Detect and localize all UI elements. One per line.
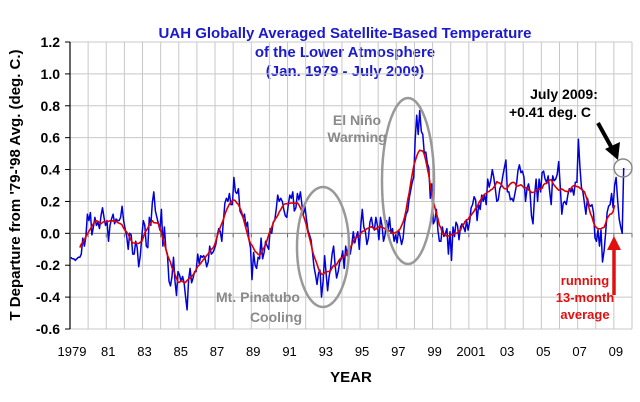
- x-tick-label: 95: [355, 344, 369, 359]
- x-tick-label: 89: [246, 344, 260, 359]
- el-nino-label-2: Warming: [327, 129, 386, 145]
- chart-title-line-3: (Jan. 1979 - July 2009): [266, 63, 424, 80]
- x-tick-label: 09: [609, 344, 623, 359]
- x-ticks: 1979 81 83 85 87 89 91 93 95 97 99 2001 03 05 07 09: [58, 344, 624, 359]
- black-arrow: [596, 122, 620, 160]
- monthly-anomaly-line: [70, 109, 625, 311]
- running-avg-label-1: running: [561, 273, 609, 288]
- x-tick-label: 85: [174, 344, 188, 359]
- july-2009-marker-circle: [613, 158, 633, 178]
- x-tick-label: 2001: [456, 344, 485, 359]
- chart-title-line-1: UAH Globally Averaged Satellite-Based Te…: [159, 25, 532, 42]
- y-tick-label: 0.8: [41, 98, 61, 114]
- x-tick-label: 07: [572, 344, 586, 359]
- red-arrow: [607, 236, 621, 295]
- y-tick-label: 1.0: [41, 66, 61, 82]
- y-tick-label: -0.4: [36, 289, 60, 305]
- y-tick-label: 0.4: [41, 162, 61, 178]
- x-tick-label: 1979: [58, 344, 87, 359]
- x-tick-label: 91: [282, 344, 296, 359]
- x-tick-label: 93: [319, 344, 333, 359]
- pinatubo-ellipse: [295, 185, 351, 309]
- y-tick-label: 0.2: [41, 193, 61, 209]
- x-tick-label: 83: [137, 344, 151, 359]
- pinatubo-label-2: Cooling: [250, 309, 302, 325]
- y-tick-label: 0.6: [41, 130, 61, 146]
- chart-title-line-2: of the Lower Atmosphere: [255, 44, 435, 61]
- x-tick-label: 99: [427, 344, 441, 359]
- july-2009-label-2: +0.41 deg. C: [509, 104, 591, 120]
- x-tick-label: 03: [500, 344, 514, 359]
- x-tick-label: 81: [101, 344, 115, 359]
- y-axis-label: T Departure from '79-'98 Avg. (deg. C.): [7, 49, 24, 320]
- y-tick-label: -0.6: [36, 321, 60, 337]
- july-2009-label-1: July 2009:: [530, 86, 598, 102]
- pinatubo-label-1: Mt. Pinatubo: [216, 289, 300, 305]
- running-avg-label-2: 13-month: [556, 290, 615, 305]
- y-tick-label: 0.0: [41, 225, 61, 241]
- x-tick-label: 05: [536, 344, 550, 359]
- el-nino-label-1: El Niño: [333, 112, 381, 128]
- x-axis-label: YEAR: [330, 369, 372, 386]
- y-ticks: 1.2 1.0 0.8 0.6 0.4 0.2 0.0 -0.2 -0.4 -0.6: [36, 34, 60, 337]
- x-tick-label: 87: [210, 344, 224, 359]
- el-nino-ellipse: [380, 96, 436, 266]
- running-average-line: [79, 149, 616, 284]
- x-tick-label: 97: [391, 344, 405, 359]
- y-tick-label: 1.2: [41, 34, 61, 50]
- y-tick-label: -0.2: [36, 257, 60, 273]
- running-avg-label-3: average: [560, 307, 609, 322]
